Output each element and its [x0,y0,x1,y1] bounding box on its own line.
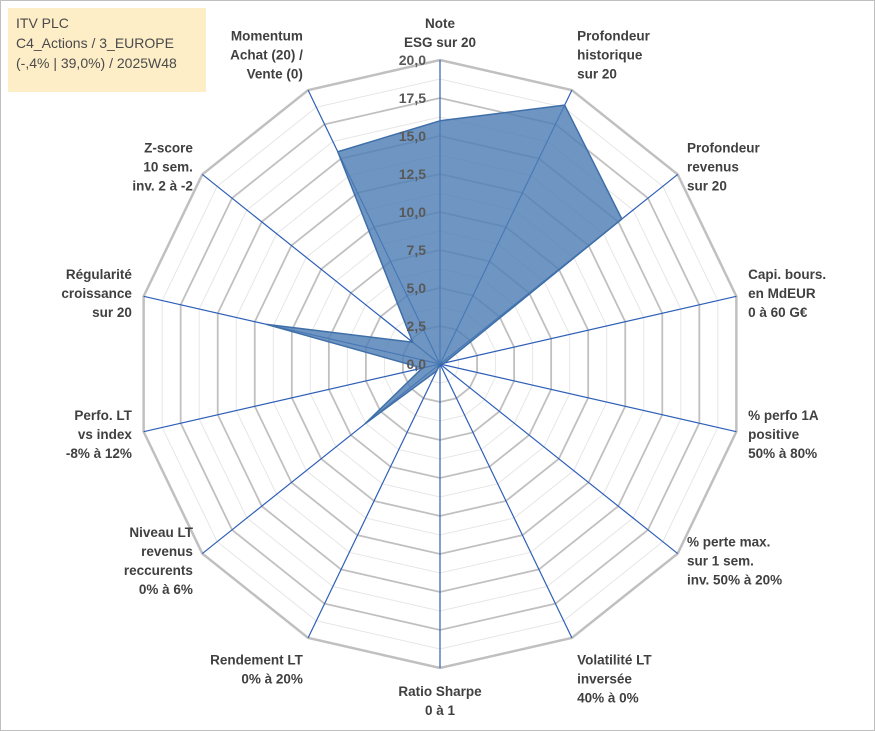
axis-label-line: Vente (0) [247,66,303,81]
data-point [621,218,623,220]
axis-label-line: Ratio Sharpe [398,684,482,699]
data-point [439,120,441,122]
axis-spoke [439,363,679,555]
axis-label-line: inversée [577,672,632,687]
axis-label: Profondeur historique sur 20 [577,28,650,81]
axis-label-line: 50% à 80% [748,446,817,461]
axis-label-line: vs index [78,427,133,442]
axis-spoke [143,363,441,433]
tick-label: 17,5 [399,90,426,106]
axis-label: Volatilité LT inversée 40% à 0% [577,653,652,706]
axis-label-line: Note [425,16,455,31]
axis-label: Perfo. LT vs index -8% à 12% [66,408,133,461]
data-point [364,423,366,425]
axis-label-line: croissance [61,286,132,301]
data-point [564,104,566,106]
axis-label-line: Profondeur [577,28,650,43]
tick-label: 12,5 [399,166,426,182]
axis-label-line: Profondeur [687,140,760,155]
axis-label-line: % perte max. [687,535,770,550]
axis-label-line: historique [577,47,643,62]
axis-label-line: 40% à 0% [577,691,639,706]
info-box: ITV PLC C4_Actions / 3_EUROPE (-,4% | 39… [8,8,206,92]
axis-label: Régularité croissance sur 20 [61,267,132,320]
data-point [421,367,423,369]
axis-labels: Note ESG sur 20 Profondeur historique sur 20… [61,16,826,718]
tick-label: 15,0 [399,128,426,144]
data-point [412,341,414,343]
axis-label-line: 0 à 60 G€ [748,305,808,320]
axis-label-line: inv. 2 à -2 [132,178,193,193]
tick-label: 0,0 [407,356,427,372]
axis-label-line: 0 à 1 [425,703,456,718]
axis-spoke [201,173,441,365]
category-label: C4_Actions / 3_EUROPE [16,35,174,51]
axis-label: Niveau LT revenus reccurents 0% à 6% [124,525,194,597]
axis-label-line: Régularité [66,267,133,282]
axis-label: Note ESG sur 20 [404,16,476,50]
axis-label-line: 0% à 20% [241,672,303,687]
axis-spoke [307,363,441,639]
axis-label-line: -8% à 12% [66,446,132,461]
axis-label-line: sur 20 [687,178,727,193]
data-series [265,104,623,425]
axis-label-line: Capi. bours. [748,267,826,282]
axis-label: % perfo 1A positive 50% à 80% [748,408,819,461]
data-point [266,323,268,325]
axis-label: % perte max. sur 1 sem. inv. 50% à 20% [687,535,782,588]
axis-label-line: en MdEUR [748,286,816,301]
axis-label-line: Perfo. LT [74,408,132,423]
axis-label-line: sur 1 sem. [687,554,754,569]
axis-label: Profondeur revenus sur 20 [687,140,760,193]
axis-label: Capi. bours. en MdEUR 0 à 60 G€ [748,267,826,320]
axis-label-line: revenus [141,544,193,559]
axis-label-line: positive [748,427,800,442]
axis-label: Momentum Achat (20) / Vente (0) [230,28,303,81]
tick-label: 7,5 [407,242,427,258]
axis-label-line: Achat (20) / [230,47,303,62]
axis-label-line: % perfo 1A [748,408,819,423]
tick-label: 10,0 [399,204,426,220]
axis-label-line: revenus [687,159,739,174]
data-point [436,370,438,372]
tick-label: 5,0 [407,280,427,296]
axis-spoke [439,363,737,433]
axis-label-line: 10 sem. [143,159,193,174]
axis-label: Ratio Sharpe 0 à 1 [398,684,482,718]
axis-label-line: sur 20 [92,305,132,320]
axis-label-line: Z-score [144,140,193,155]
data-point [337,151,339,153]
axis-label-line: Rendement LT [210,653,304,668]
stats-label: (-,4% | 39,0%) / 2025W48 [16,55,177,71]
axis-spoke [439,363,573,639]
axis-label: Z-score 10 sem. inv. 2 à -2 [132,140,193,193]
axis-label-line: Momentum [231,28,303,43]
data-point [439,363,441,365]
company-name: ITV PLC [16,15,69,31]
axis-label-line: sur 20 [577,66,617,81]
axis-label-line: reccurents [124,563,193,578]
axis-label-line: 0% à 6% [139,582,193,597]
data-point [443,362,445,364]
axis-label-line: inv. 50% à 20% [687,573,782,588]
axis-label-line: Niveau LT [129,525,193,540]
tick-label: 2,5 [407,318,427,334]
axis-label: Rendement LT 0% à 20% [210,653,304,687]
tick-label: 20,0 [399,52,426,68]
axis-label-line: ESG sur 20 [404,35,476,50]
axis-label-line: Volatilité LT [577,653,652,668]
axis-spoke [439,295,737,365]
series-area [265,104,623,425]
radial-tick-labels: 0,0 2,5 5,0 7,5 10,0 12,5 15,0 17,5 20,0 [399,52,426,372]
